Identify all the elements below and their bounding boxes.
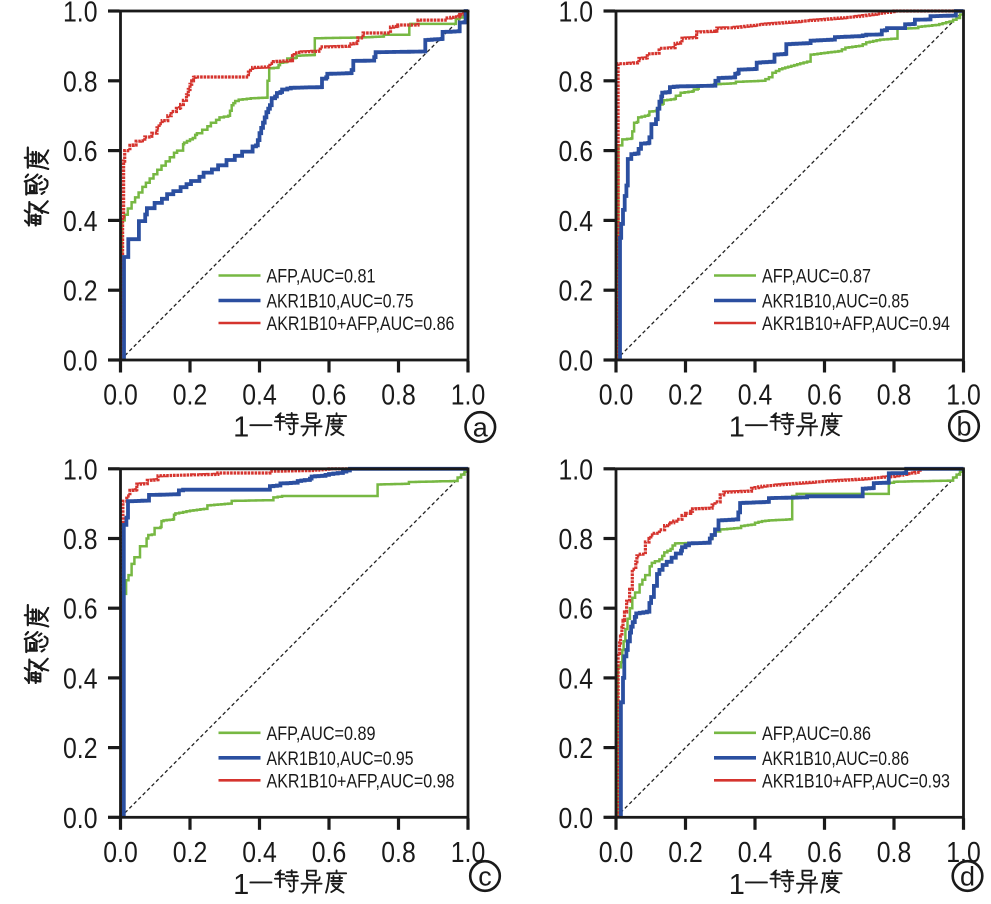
svg-text:0.0: 0.0 [559, 346, 594, 378]
svg-text:0.6: 0.6 [559, 594, 594, 626]
svg-text:AFP,AUC=0.87: AFP,AUC=0.87 [762, 267, 871, 288]
svg-text:0.4: 0.4 [559, 206, 594, 238]
svg-text:AKR1B10,AUC=0.95: AKR1B10,AUC=0.95 [267, 749, 414, 770]
svg-text:0.4: 0.4 [63, 663, 98, 695]
svg-text:0.0: 0.0 [599, 837, 634, 869]
svg-text:0.8: 0.8 [381, 837, 416, 869]
svg-text:0.8: 0.8 [63, 524, 98, 556]
svg-text:AFP,AUC=0.89: AFP,AUC=0.89 [267, 724, 376, 745]
svg-text:b: b [956, 412, 971, 442]
svg-text:0.6: 0.6 [312, 837, 347, 869]
svg-text:0.2: 0.2 [559, 733, 594, 765]
svg-text:0.4: 0.4 [63, 206, 98, 238]
svg-text:0.2: 0.2 [173, 380, 208, 412]
svg-text:0.6: 0.6 [63, 136, 98, 168]
svg-text:1: 1 [729, 869, 745, 901]
svg-text:1.0: 1.0 [63, 0, 98, 29]
svg-text:0.6: 0.6 [312, 380, 347, 412]
svg-text:1.0: 1.0 [451, 380, 486, 412]
svg-text:d: d [960, 862, 975, 892]
svg-text:AFP,AUC=0.86: AFP,AUC=0.86 [762, 724, 871, 745]
svg-text:0.4: 0.4 [738, 380, 773, 412]
svg-text:0.6: 0.6 [807, 837, 842, 869]
svg-text:1.0: 1.0 [559, 0, 594, 29]
svg-text:AKR1B10+AFP,AUC=0.98: AKR1B10+AFP,AUC=0.98 [267, 771, 455, 792]
svg-text:1: 1 [233, 869, 249, 901]
svg-text:1: 1 [233, 412, 249, 444]
svg-text:0.4: 0.4 [559, 663, 594, 695]
svg-text:0.4: 0.4 [242, 837, 277, 869]
svg-text:c: c [478, 862, 492, 892]
svg-text:0.4: 0.4 [738, 837, 773, 869]
svg-text:0.8: 0.8 [63, 66, 98, 98]
svg-text:0.0: 0.0 [103, 380, 138, 412]
svg-text:AKR1B10,AUC=0.85: AKR1B10,AUC=0.85 [762, 292, 909, 313]
svg-text:0.2: 0.2 [63, 276, 98, 308]
svg-text:0.2: 0.2 [173, 837, 208, 869]
svg-text:0.8: 0.8 [559, 524, 594, 556]
svg-text:AKR1B10,AUC=0.75: AKR1B10,AUC=0.75 [267, 292, 414, 313]
svg-text:0.0: 0.0 [103, 837, 138, 869]
svg-text:0.2: 0.2 [559, 276, 594, 308]
svg-text:0.2: 0.2 [668, 380, 703, 412]
svg-text:1.0: 1.0 [559, 454, 594, 486]
svg-text:0.8: 0.8 [559, 66, 594, 98]
svg-text:0.2: 0.2 [668, 837, 703, 869]
svg-text:AKR1B10+AFP,AUC=0.94: AKR1B10+AFP,AUC=0.94 [762, 314, 950, 335]
svg-text:0.4: 0.4 [242, 380, 277, 412]
svg-text:AKR1B10+AFP,AUC=0.93: AKR1B10+AFP,AUC=0.93 [762, 771, 950, 792]
svg-text:0.6: 0.6 [559, 136, 594, 168]
svg-text:0.6: 0.6 [807, 380, 842, 412]
svg-text:0.8: 0.8 [381, 380, 416, 412]
svg-text:a: a [473, 413, 489, 443]
svg-text:0.8: 0.8 [877, 837, 912, 869]
svg-text:0.0: 0.0 [559, 803, 594, 835]
svg-text:1.0: 1.0 [946, 380, 981, 412]
svg-text:0.8: 0.8 [877, 380, 912, 412]
svg-text:0.6: 0.6 [63, 594, 98, 626]
svg-text:1: 1 [729, 412, 745, 444]
svg-text:0.2: 0.2 [63, 733, 98, 765]
svg-text:AKR1B10+AFP,AUC=0.86: AKR1B10+AFP,AUC=0.86 [267, 314, 455, 335]
svg-text:AFP,AUC=0.81: AFP,AUC=0.81 [267, 267, 376, 288]
svg-text:0.0: 0.0 [599, 380, 634, 412]
svg-text:1.0: 1.0 [63, 454, 98, 486]
svg-text:AKR1B10,AUC=0.86: AKR1B10,AUC=0.86 [762, 749, 909, 770]
svg-text:0.0: 0.0 [63, 803, 98, 835]
svg-text:0.0: 0.0 [63, 346, 98, 378]
